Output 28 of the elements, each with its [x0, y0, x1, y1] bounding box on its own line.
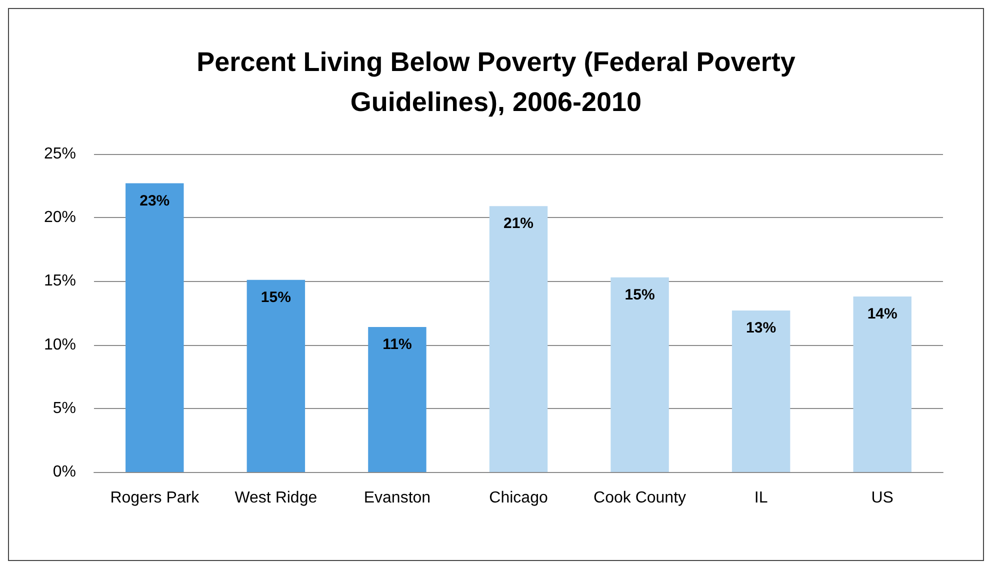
data-label: 15% [260, 288, 291, 306]
bar [853, 296, 912, 472]
x-tick-label: Chicago [489, 490, 548, 506]
y-tick-label: 10% [44, 336, 76, 354]
bar [126, 183, 184, 472]
data-label: 13% [746, 319, 776, 336]
bar [246, 280, 306, 472]
y-tick-label: 15% [44, 272, 76, 290]
bar [610, 277, 669, 472]
bar [732, 310, 790, 472]
data-label: 23% [140, 192, 170, 210]
data-label: 11% [382, 336, 412, 353]
data-label: 15% [624, 286, 655, 304]
data-label: 14% [867, 305, 898, 322]
bar [368, 326, 426, 472]
chart-title: Percent Living Below Poverty (Federal Poverty Guidelines), 2006-2010 [196, 47, 796, 117]
y-tick-label: 0% [52, 464, 76, 480]
data-label: 21% [503, 215, 534, 232]
x-tick-label: IL [754, 490, 768, 506]
x-tick-label: West Ridge [234, 490, 318, 506]
x-tick-label: Cook County [594, 490, 686, 506]
y-tick-label: 25% [44, 146, 76, 162]
y-tick-label: 20% [44, 209, 76, 226]
y-tick-label: 5% [52, 400, 76, 417]
x-tick-label: Evanston [364, 490, 431, 506]
x-tick-label: Rogers Park [110, 490, 200, 506]
x-tick-label: US [871, 490, 894, 506]
bar [489, 206, 548, 472]
